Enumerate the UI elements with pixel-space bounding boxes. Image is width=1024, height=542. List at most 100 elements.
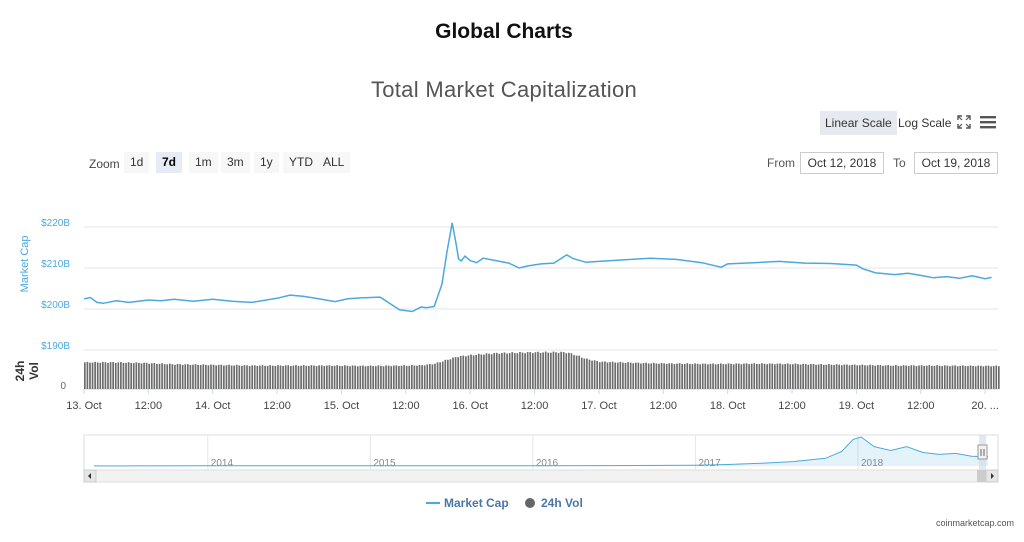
zoom-1d-button[interactable]: 1d [124, 152, 150, 173]
legend-24h-vol[interactable]: 24h Vol [541, 496, 583, 510]
volume-bar [212, 364, 215, 389]
zoom-7d-button[interactable]: 7d [156, 152, 183, 173]
zoom-all-button[interactable]: ALL [317, 152, 351, 173]
volume-bar [184, 364, 187, 389]
volume-bar [287, 365, 290, 389]
volume-bar [277, 365, 279, 389]
volume-bar [642, 363, 645, 389]
volume-bar [972, 365, 974, 389]
navigator-year-label: 2014 [211, 458, 234, 469]
log-scale-button[interactable]: Log Scale [898, 116, 952, 130]
volume-axis-title-line1: 24h [13, 361, 27, 382]
volume-bar [289, 366, 292, 389]
volume-bar [202, 364, 205, 389]
zoom-ytd-button[interactable]: YTD [283, 152, 319, 173]
x-tick-label: 12:00 [778, 400, 806, 412]
volume-bar [295, 365, 297, 389]
volume-bar [143, 362, 145, 389]
volume-bar [349, 366, 351, 389]
volume-bar [979, 365, 982, 389]
x-tick-label: 12:00 [907, 400, 935, 412]
volume-bar [840, 365, 843, 389]
volume-bar [900, 365, 902, 389]
volume-bar [828, 364, 830, 389]
volume-bar [632, 363, 635, 389]
volume-bar [248, 366, 251, 389]
credit-link[interactable]: coinmarketcap.com [935, 518, 1014, 528]
volume-bar [915, 366, 918, 389]
volume-bar [385, 365, 387, 389]
volume-bar [380, 365, 382, 389]
volume-bars [84, 351, 1000, 389]
volume-bar [941, 366, 944, 389]
volume-bar [84, 362, 86, 389]
volume-bar [539, 352, 542, 389]
volume-bar [964, 366, 967, 389]
volume-bar [153, 363, 156, 389]
volume-bar [372, 366, 375, 389]
volume-bar [297, 365, 300, 389]
from-label: From [767, 156, 795, 170]
volume-bar [176, 364, 179, 389]
volume-bar [135, 362, 138, 389]
volume-bar [995, 365, 998, 389]
x-tick-label: 12:00 [650, 400, 678, 412]
volume-bar [457, 357, 459, 389]
zoom-3m-button[interactable]: 3m [221, 152, 250, 173]
volume-bar [658, 363, 660, 389]
navigator[interactable]: 2014 2015 2016 2017 2018 [83, 434, 999, 483]
menu-icon[interactable] [980, 115, 996, 129]
volume-bar [369, 365, 372, 389]
volume-bar [910, 365, 913, 389]
volume-bar [112, 362, 114, 389]
volume-bar [750, 363, 753, 389]
zoom-1m-button[interactable]: 1m [189, 152, 218, 173]
volume-bar [663, 363, 665, 389]
volume-bar [817, 364, 820, 389]
volume-bar [320, 365, 323, 389]
volume-bar [766, 364, 768, 389]
volume-bar [421, 365, 423, 389]
x-tick-label: 16. Oct [452, 400, 487, 412]
volume-bar [774, 364, 776, 389]
volume-bar [256, 366, 259, 389]
x-tick-label: 18. Oct [710, 400, 745, 412]
volume-bar [315, 366, 318, 389]
volume-bar [712, 363, 714, 389]
volume-bar [892, 365, 895, 389]
from-date-input[interactable]: Oct 12, 2018 [800, 152, 884, 174]
volume-bar [310, 365, 313, 389]
volume-bar [961, 365, 964, 389]
volume-bar [271, 365, 274, 389]
volume-bar [498, 353, 501, 389]
volume-bar [627, 362, 629, 389]
volume-bar [634, 362, 637, 389]
volume-bar [696, 363, 699, 389]
volume-bar [557, 352, 560, 389]
legend-market-cap[interactable]: Market Cap [444, 496, 509, 510]
volume-bar [161, 363, 163, 389]
volume-bar [781, 364, 784, 389]
navigator-area [94, 437, 988, 466]
volume-bar [387, 365, 390, 389]
linear-scale-button[interactable]: Linear Scale [820, 111, 897, 135]
fullscreen-icon[interactable] [957, 115, 971, 129]
volume-bar [689, 363, 691, 389]
volume-bar [871, 365, 874, 389]
volume-bar [117, 362, 120, 389]
volume-bar [704, 363, 707, 389]
to-label: To [893, 156, 906, 170]
zoom-1y-button[interactable]: 1y [254, 152, 279, 173]
volume-bar [830, 364, 833, 389]
volume-bar [426, 364, 429, 389]
navigator-handle [977, 444, 988, 460]
volume-bar [405, 365, 408, 389]
volume-bar [439, 362, 441, 389]
volume-bar [969, 365, 972, 389]
to-date-input[interactable]: Oct 19, 2018 [914, 152, 998, 174]
volume-bar [475, 354, 478, 389]
volume-bar [547, 352, 550, 389]
volume-bar [444, 359, 447, 389]
volume-bar [122, 362, 125, 389]
volume-bar [943, 365, 946, 389]
